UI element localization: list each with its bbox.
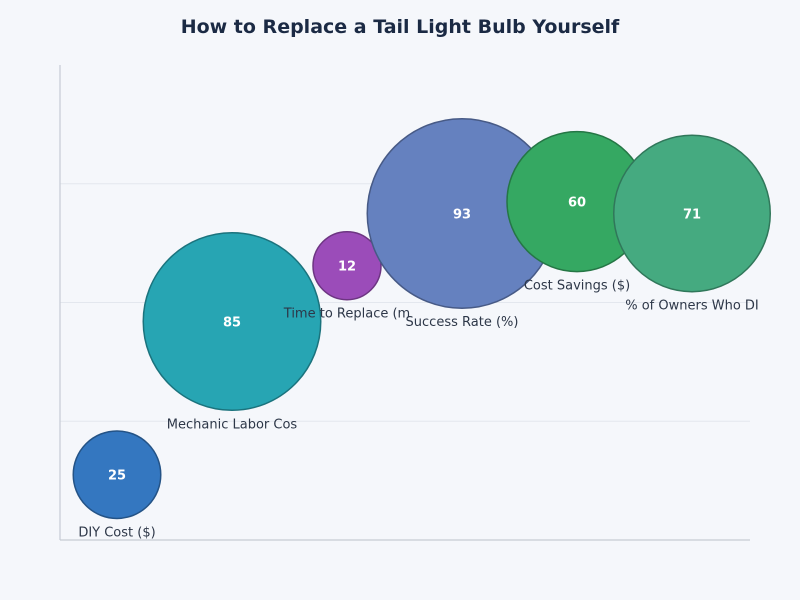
bubble <box>142 232 322 411</box>
bubble-value-label: 85 <box>223 316 241 331</box>
bubble <box>312 230 382 301</box>
bubble-category-label: DIY Cost ($) <box>78 525 155 540</box>
bubble-value-label: 93 <box>453 207 471 222</box>
chart-title: How to Replace a Tail Light Bulb Yoursel… <box>180 16 620 38</box>
bubble <box>72 430 162 520</box>
bubble-category-label: % of Owners Who DI <box>625 299 759 314</box>
bubble-value-label: 60 <box>568 196 586 211</box>
bubble-category-label: Cost Savings ($) <box>524 279 630 294</box>
bubble-category-label: Mechanic Labor Cos <box>167 417 298 432</box>
bubble-value-label: 71 <box>683 207 701 222</box>
bubble-value-label: 25 <box>108 469 126 484</box>
bubble-category-label: Success Rate (%) <box>406 315 519 330</box>
bubble-category-label: Time to Replace (m <box>283 307 410 322</box>
bubble <box>613 134 771 293</box>
bubble-value-label: 12 <box>338 260 356 275</box>
